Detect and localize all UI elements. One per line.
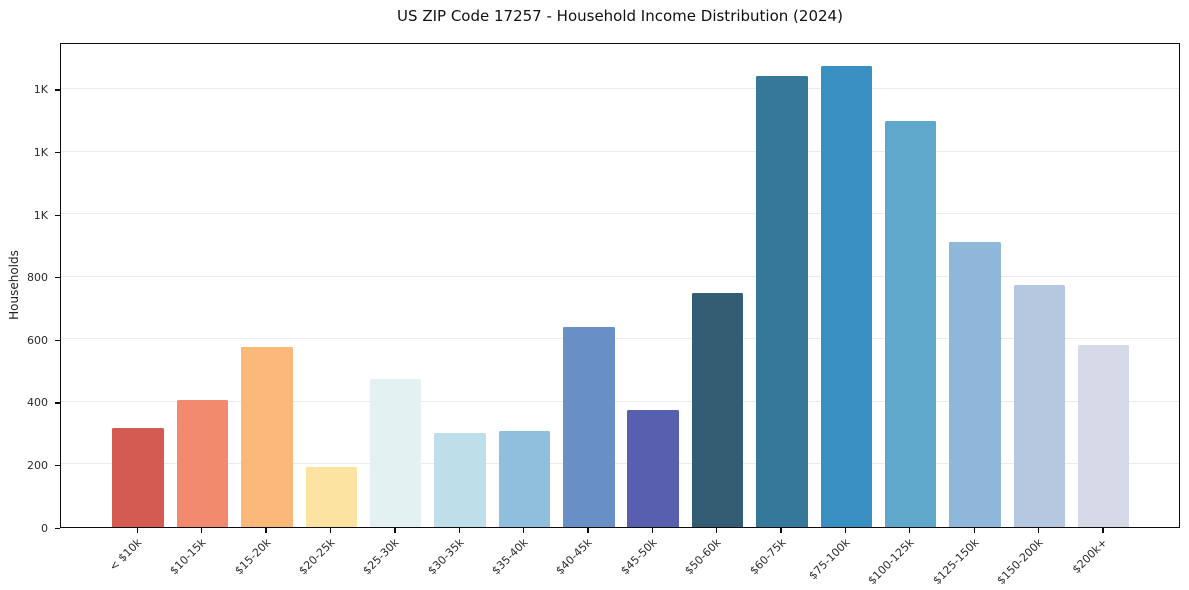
x-tick-label: $125-150k (930, 536, 982, 588)
x-tick-label: $60-75k (746, 536, 789, 578)
x-tick-label: $15-20k (231, 536, 274, 578)
x-tick-mark (136, 528, 139, 533)
x-tick-mark (651, 528, 653, 533)
y-tick-label: 0 (41, 521, 48, 535)
x-tick-label: $200k+ (1069, 536, 1110, 577)
x-tick-mark (201, 528, 203, 533)
y-tick-label: 200 (27, 458, 48, 472)
x-tick-label: $50-60k (682, 536, 724, 578)
x-tick-mark (1102, 528, 1104, 533)
bar-$30-35k (434, 432, 486, 527)
x-tick-label: $30-35k (425, 536, 467, 578)
bar-$45-50k (627, 410, 679, 527)
bar-$20-25k (305, 466, 358, 527)
bar-$10-15k (176, 399, 229, 527)
y-tick-mark (55, 339, 60, 342)
x-tick-label: $35-40k (489, 536, 531, 578)
x-tick-mark (1037, 528, 1040, 533)
bar-$100-125k (884, 120, 937, 527)
y-tick-label: 600 (27, 333, 48, 347)
y-axis-label: Households (7, 250, 21, 320)
y-tick-mark (55, 402, 60, 404)
bar-$75-100k (820, 66, 873, 527)
x-tick-mark (458, 528, 460, 533)
y-tick-mark (55, 464, 60, 467)
x-tick-mark (973, 528, 975, 533)
y-tick-label: 1K (33, 146, 48, 160)
x-tick-label: $40-45k (553, 536, 596, 578)
x-tick-mark (909, 528, 911, 533)
y-tick-mark (55, 214, 60, 216)
x-tick-label: $100-125k (865, 536, 917, 588)
bar-$125-150k (949, 242, 1001, 527)
y-tick-label: 1K (33, 83, 48, 97)
y-tick-label: 800 (27, 271, 48, 285)
bar-$200k+ (1078, 344, 1130, 527)
y-tick-mark (55, 277, 60, 279)
bar-$60-75k (756, 75, 808, 527)
x-tick-label: < $10k (106, 536, 145, 574)
gridline (61, 463, 1179, 465)
gridline (61, 338, 1179, 340)
x-tick-mark (265, 528, 267, 533)
gridline (61, 213, 1179, 215)
x-tick-mark (844, 528, 847, 533)
x-tick-label: $75-100k (806, 536, 853, 583)
bar-$15-20k (241, 346, 293, 527)
x-tick-mark (522, 528, 525, 533)
gridline (61, 150, 1179, 152)
y-tick-label: 1K (33, 208, 48, 222)
bar-$150-200k (1013, 285, 1066, 527)
gridline (61, 400, 1179, 402)
gridline (61, 275, 1179, 277)
x-tick-label: $10-15k (167, 536, 209, 578)
x-tick-label: $45-50k (618, 536, 660, 578)
plot-area (60, 43, 1180, 528)
bar-$40-45k (563, 326, 615, 527)
y-tick-mark (55, 527, 60, 529)
bar-$35-40k (498, 431, 551, 527)
x-tick-mark (716, 528, 718, 533)
gridline (61, 87, 1179, 89)
y-tick-mark (55, 89, 60, 91)
bar-$50-60k (691, 292, 744, 527)
x-tick-mark (394, 528, 396, 533)
bar-< $10k (112, 427, 164, 527)
x-tick-mark (329, 528, 332, 533)
bar-$25-30k (369, 378, 422, 527)
chart-title: US ZIP Code 17257 - Household Income Dis… (397, 7, 843, 25)
x-tick-mark (780, 528, 782, 533)
x-tick-mark (587, 528, 589, 533)
x-tick-label: $20-25k (296, 536, 338, 578)
x-tick-label: $150-200k (994, 536, 1046, 588)
y-tick-label: 400 (27, 396, 48, 410)
x-tick-label: $25-30k (360, 536, 402, 578)
y-tick-mark (55, 152, 60, 154)
